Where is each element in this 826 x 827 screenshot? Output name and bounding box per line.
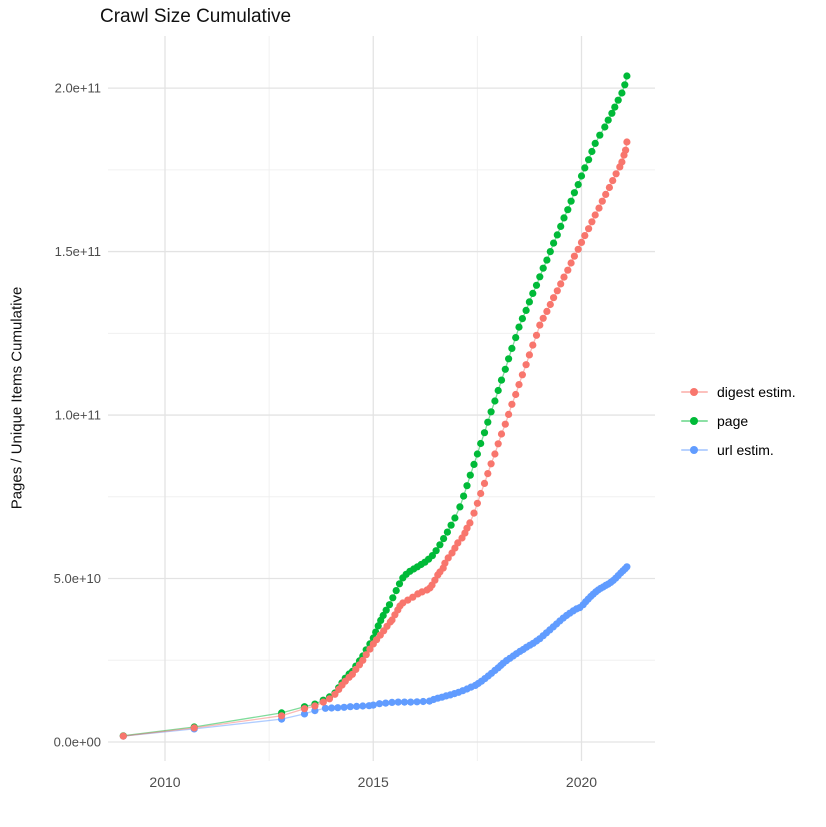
x-tick-label: 2010	[149, 774, 180, 790]
grid-minor	[108, 36, 655, 761]
legend-dot-icon	[690, 416, 698, 425]
grid-major	[108, 36, 655, 761]
y-axis-title: Pages / Unique Items Cumulative	[8, 286, 26, 510]
legend-key-icon	[681, 445, 708, 455]
legend-item-url-estim: url estim.	[681, 435, 796, 464]
y-tick-label: 1.5e+11	[55, 244, 101, 259]
y-tick-label: 0.0e+00	[54, 735, 101, 750]
legend-dot-icon	[690, 445, 698, 454]
legend-dot-icon	[690, 387, 698, 396]
series-url-estim	[119, 563, 631, 740]
legend-key-icon	[681, 387, 708, 397]
legend-label: digest estim.	[717, 383, 796, 400]
legend: digest estim. page url estim.	[681, 377, 796, 464]
series-digest-estim	[119, 138, 631, 740]
y-tick-label: 5.0e+10	[54, 571, 101, 586]
y-tick-label: 1.0e+11	[55, 408, 101, 423]
legend-item-digest-estim: digest estim.	[681, 377, 796, 406]
legend-key-icon	[681, 416, 708, 426]
series-line	[123, 566, 628, 737]
legend-item-page: page	[681, 406, 796, 435]
x-tick-label: 2015	[358, 774, 389, 790]
axis-tick-labels: 2010 2015 2020 0.0e+00 5.0e+10 1.0e+11 1.5e+11…	[54, 81, 598, 790]
chart-title: Crawl Size Cumulative	[100, 6, 292, 27]
legend-label: url estim.	[717, 441, 774, 458]
y-tick-label: 2.0e+11	[55, 81, 101, 96]
legend-label: page	[717, 412, 749, 429]
x-tick-label: 2020	[566, 774, 597, 790]
